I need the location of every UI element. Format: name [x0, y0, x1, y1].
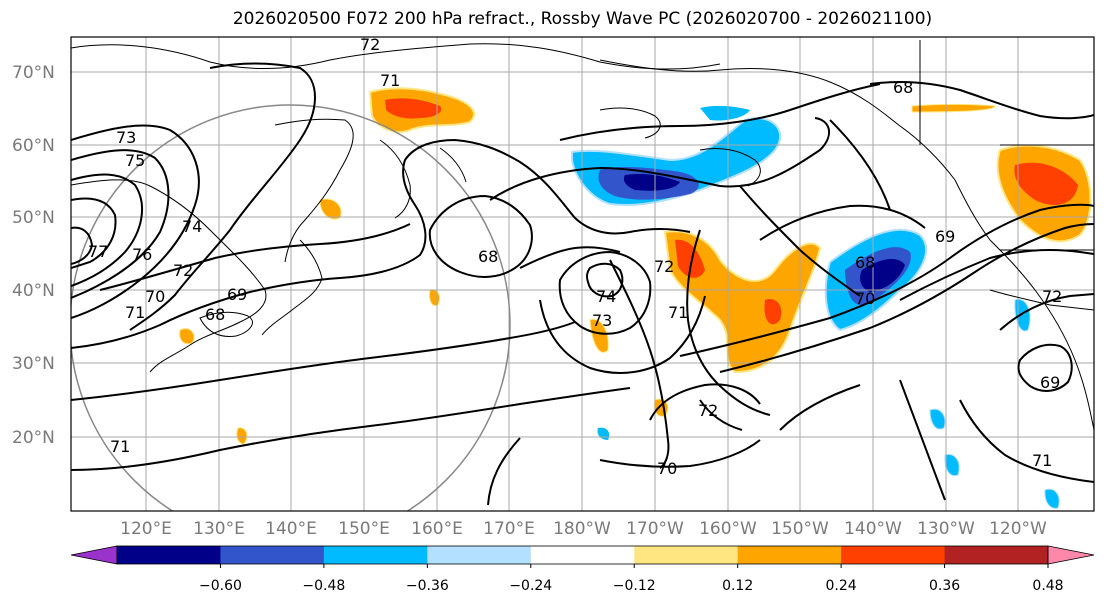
lon-label: 150°W [771, 519, 829, 539]
colorbar-segment [944, 546, 1049, 564]
lat-label: 40°N [12, 281, 55, 301]
contour-label: 69 [227, 285, 247, 304]
lat-label: 70°N [12, 63, 55, 83]
colorbar-tick-label: −0.60 [199, 578, 242, 594]
colorbar-tick-label: −0.24 [509, 578, 552, 594]
colorbar: −0.60 −0.48 −0.36 −0.24 −0.12 0.12 0.24 0.36 0.4… [70, 545, 1095, 594]
contour-label: 71 [668, 303, 688, 322]
anomaly-shading [179, 87, 1092, 509]
colorbar-segment [427, 546, 532, 564]
contour-label: 68 [855, 253, 875, 272]
contour-label: 68 [893, 78, 913, 97]
colorbar-segment [323, 546, 428, 564]
contour-label: 72 [360, 35, 380, 54]
contour-label: 70 [145, 287, 165, 306]
map-title: 2026020500 F072 200 hPa refract., Rossby… [232, 9, 933, 29]
range-circle [71, 104, 511, 511]
contour-label: 71 [110, 437, 130, 456]
refractivity-contours [71, 62, 1094, 506]
lon-label: 130°E [193, 519, 245, 539]
contour-label: 74 [596, 287, 616, 306]
lat-label: 20°N [12, 428, 55, 448]
negative-anomaly-region [700, 105, 750, 121]
negative-anomaly-patch [1014, 298, 1031, 332]
positive-anomaly-patch [319, 198, 342, 220]
contour-label: 76 [132, 245, 152, 264]
negative-anomaly-peak [860, 258, 905, 292]
lon-label: 180°W [553, 519, 611, 539]
contour-label: 68 [478, 247, 498, 266]
lon-label: 140°E [265, 519, 317, 539]
lon-label: 120°W [989, 519, 1047, 539]
contour-label: 72 [173, 261, 193, 280]
colorbar-segment [530, 546, 635, 564]
contour-label: 72 [698, 401, 718, 420]
colorbar-segment [841, 546, 946, 564]
positive-anomaly-patch [589, 318, 609, 353]
coastlines [71, 40, 1094, 431]
contour-label: 68 [205, 305, 225, 324]
lon-label: 170°W [626, 519, 684, 539]
contour-label: 70 [657, 459, 677, 478]
lon-label: 160°E [411, 519, 463, 539]
contour-labels: 72 71 68 73 75 74 77 76 72 71 70 69 68 6… [88, 35, 1062, 478]
contour-label: 73 [116, 128, 136, 147]
colorbar-segment [737, 546, 842, 564]
colorbar-min-extend [70, 545, 118, 565]
lon-label: 160°W [699, 519, 757, 539]
positive-anomaly-patch [429, 289, 441, 307]
lon-label: 140°W [844, 519, 902, 539]
colorbar-max-extend [1047, 545, 1095, 565]
positive-anomaly-core [764, 299, 782, 325]
positive-anomaly-core [1014, 162, 1078, 205]
colorbar-tick-label: 0.24 [826, 578, 857, 594]
lat-label: 50°N [12, 208, 55, 228]
colorbar-segment [117, 546, 221, 564]
colorbar-frame [116, 545, 1049, 565]
colorbar-segment [634, 546, 739, 564]
negative-anomaly-patch [929, 408, 946, 430]
colorbar-tick-label: −0.36 [406, 578, 449, 594]
colorbar-segment [220, 546, 325, 564]
lat-label: 30°N [12, 354, 55, 374]
positive-anomaly-core [675, 239, 705, 278]
contour-label: 74 [182, 217, 202, 236]
contour-label: 71 [380, 71, 400, 90]
contour-label: 75 [125, 151, 145, 170]
negative-anomaly-peak [623, 173, 680, 191]
contour-label: 70 [855, 289, 875, 308]
positive-anomaly-patch [179, 328, 195, 345]
colorbar-tick-label: −0.12 [613, 578, 656, 594]
positive-anomaly-patch [236, 427, 248, 445]
contour-label: 71 [1032, 451, 1052, 470]
contour-label: 73 [592, 311, 612, 330]
lon-label: 170°E [483, 519, 535, 539]
contour-label: 71 [125, 303, 145, 322]
positive-anomaly-core [385, 98, 442, 119]
lon-label: 130°W [917, 519, 975, 539]
colorbar-tick-label: −0.48 [302, 578, 345, 594]
negative-anomaly-patch [1044, 488, 1060, 509]
contour-label: 69 [935, 227, 955, 246]
lat-label: 60°N [12, 136, 55, 156]
lon-label: 150°E [338, 519, 390, 539]
contour-label: 72 [1042, 287, 1062, 306]
longitude-labels: 120°E 130°E 140°E 150°E 160°E 170°E 180°… [120, 519, 1047, 539]
colorbar-tick-label: 0.12 [722, 578, 753, 594]
contour-label: 69 [1040, 373, 1060, 392]
contour-label: 72 [654, 257, 674, 276]
colorbar-tick-label: 0.48 [1032, 578, 1063, 594]
contour-label: 77 [88, 242, 108, 261]
positive-anomaly-patch [911, 104, 996, 113]
map-frame [70, 36, 1095, 512]
latitude-labels: 70°N 60°N 50°N 40°N 30°N 20°N [12, 63, 55, 448]
colorbar-tick-label: 0.36 [929, 578, 960, 594]
lon-label: 120°E [120, 519, 172, 539]
